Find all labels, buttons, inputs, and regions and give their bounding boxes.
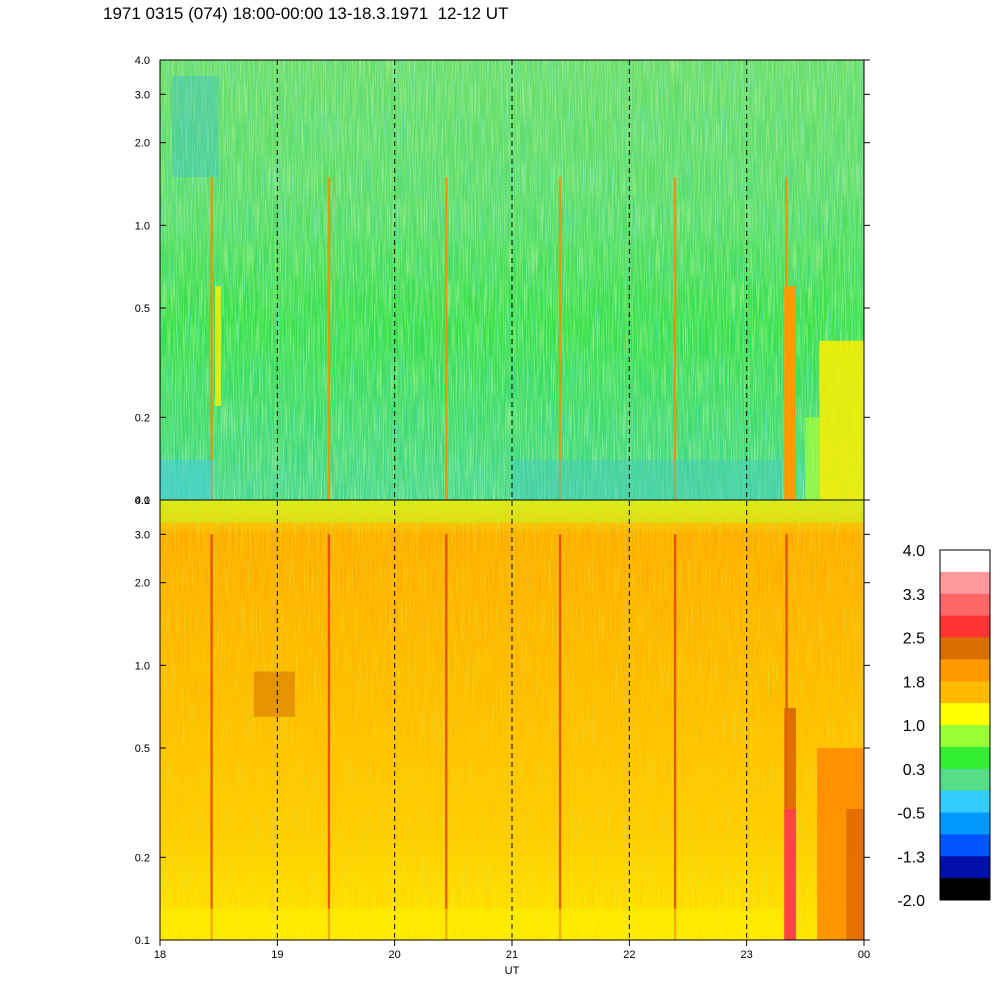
y-tick-label: 0.2 <box>135 412 150 424</box>
x-tick-label: 20 <box>389 949 401 961</box>
y-tick-label: 0.5 <box>135 743 150 755</box>
x-tick-label: 18 <box>154 949 166 961</box>
upper-cyan-floor <box>160 459 213 500</box>
upper-burst-line <box>673 176 677 500</box>
upper-burst-line <box>445 176 448 500</box>
y-tick-label: 0.5 <box>135 303 150 315</box>
chart-title: 1971 0315 (074) 18:00-00:00 13-18.3.1971… <box>103 4 509 23</box>
lower-burst-line <box>210 534 213 940</box>
colorbar-swatch <box>940 834 990 857</box>
upper-yellow-region <box>819 340 864 500</box>
upper-burst-line <box>210 176 213 500</box>
colorbar-label: 3.3 <box>903 587 925 604</box>
colorbar-swatch <box>940 768 990 792</box>
colorbar-label: 2.5 <box>903 631 925 648</box>
upper-cyan-floor <box>512 459 782 500</box>
colorbar-swatch <box>940 746 990 770</box>
lower-burst-line <box>327 534 331 940</box>
hour-divider-lines <box>276 60 748 940</box>
y-tick-label: 3.0 <box>135 89 150 101</box>
lower-red-band <box>784 808 796 940</box>
colorbar-swatch <box>940 615 990 638</box>
lower-dark-orange-region <box>846 808 864 940</box>
upper-burst-line <box>558 176 562 500</box>
upper-orange-band <box>784 286 796 500</box>
x-axis-title: UT <box>505 965 520 977</box>
colorbar-label: 1.0 <box>903 718 925 735</box>
colorbar-swatch <box>940 790 990 813</box>
y-tick-label: 0.2 <box>135 852 150 864</box>
colorbar-label: 1.8 <box>903 674 925 691</box>
colorbar-label: 4.0 <box>903 543 925 560</box>
x-tick-label: 21 <box>506 949 518 961</box>
x-tick-label: 23 <box>741 949 753 961</box>
y-tick-label: 2.0 <box>135 138 150 150</box>
upper-yellow-green-region <box>805 417 820 500</box>
upper-yellow-streak <box>215 286 222 406</box>
y-tick-label: 0.1 <box>135 495 150 507</box>
x-axis: 18 19 20 21 22 23 00 <box>154 940 870 961</box>
y-tick-label: 3.0 <box>135 529 150 541</box>
upper-burst-line <box>327 176 331 500</box>
colorbar-label: -0.5 <box>897 806 925 823</box>
x-tick-label: 19 <box>271 949 283 961</box>
y-tick-label: 4.0 <box>135 495 150 507</box>
colorbar-frame <box>939 549 991 901</box>
lower-burst-line <box>673 534 677 940</box>
lower-yellow-floor <box>160 908 782 940</box>
colorbar-swatch <box>940 681 990 704</box>
colorbar-swatch <box>940 550 990 573</box>
colorbar-label: 0.3 <box>903 762 925 779</box>
y-tick-label: 4.0 <box>135 55 150 67</box>
colorbar-swatch <box>940 593 990 617</box>
upper-cyan-patch <box>171 75 219 177</box>
colorbar-swatch <box>940 856 990 879</box>
y-tick-label: 1.0 <box>135 220 150 232</box>
y-axis: 0.10.20.51.02.03.04.00.10.20.51.02.03.04… <box>135 55 870 947</box>
colorbar-swatch <box>940 659 990 682</box>
colorbar-label: -1.3 <box>897 849 925 866</box>
colorbar-swatch <box>940 637 990 660</box>
colorbar-swatch <box>940 571 990 595</box>
lower-burst-line <box>445 534 448 940</box>
lower-dark-orange-band <box>784 707 796 809</box>
x-tick-label: 00 <box>858 949 870 961</box>
y-tick-label: 0.1 <box>135 935 150 947</box>
colorbar: 4.0 3.3 2.5 1.8 1.0 0.3 -0.5 -1.3 -2.0 <box>897 543 991 910</box>
colorbar-swatch <box>940 703 990 726</box>
upper-panel-features <box>160 75 864 500</box>
x-tick-label: 22 <box>623 949 635 961</box>
y-tick-label: 2.0 <box>135 578 150 590</box>
lower-orange-patch <box>253 671 295 717</box>
colorbar-swatch <box>940 878 990 901</box>
colorbar-swatch <box>940 725 990 748</box>
lower-burst-line <box>558 534 562 940</box>
colorbar-swatch <box>940 812 990 835</box>
colorbar-label: -2.0 <box>897 893 925 910</box>
y-tick-label: 1.0 <box>135 660 150 672</box>
